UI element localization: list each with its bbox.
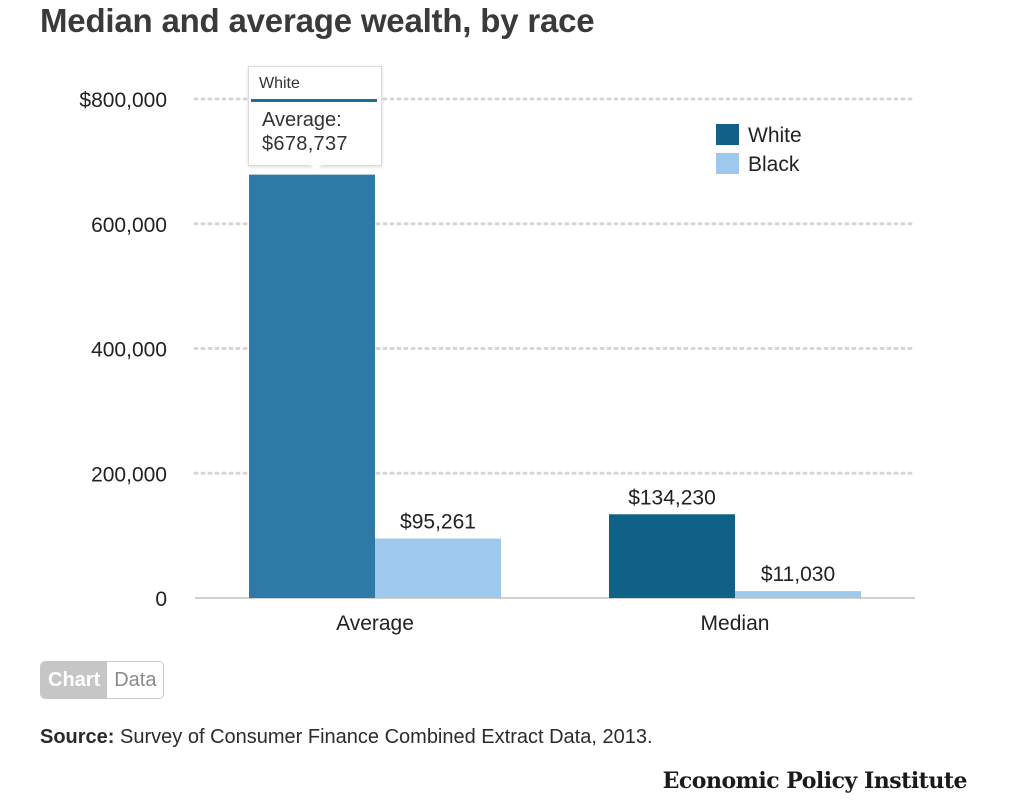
tooltip-caret [308, 162, 324, 171]
bars [249, 174, 861, 598]
publisher-logo: Economic Policy Institute [662, 768, 968, 794]
data-label: $95,261 [400, 511, 476, 534]
legend-swatch-white [716, 124, 739, 145]
chart-view-button[interactable]: Chart [41, 662, 108, 698]
y-tick-label: $800,000 [79, 89, 167, 112]
tooltip-series: White [259, 75, 300, 92]
bar-white-median[interactable] [609, 514, 735, 598]
data-label: $134,230 [628, 486, 716, 509]
tooltip-value: $678,737 [262, 133, 348, 155]
y-tick-label: 400,000 [91, 339, 167, 362]
chart-title: Median and average wealth, by race [40, 2, 595, 39]
legend-label-white: White [748, 124, 802, 147]
bar-tooltip: White Average: $678,737 [248, 66, 382, 166]
legend-swatch-black [716, 153, 739, 174]
y-tick-label: 600,000 [91, 214, 167, 237]
y-axis: 0 200,000 400,000 600,000 $800,000 [79, 89, 167, 611]
bar-black-average[interactable] [375, 538, 501, 598]
data-label: $11,030 [761, 563, 835, 586]
legend: White Black [716, 124, 802, 176]
tooltip-metric: Average: [262, 109, 342, 131]
x-axis: Average Median [336, 612, 769, 635]
bar-black-median[interactable] [735, 591, 861, 598]
bar-white-average[interactable] [249, 174, 375, 598]
data-view-button[interactable]: Data [107, 662, 164, 698]
source-note: Source: Survey of Consumer Finance Combi… [40, 726, 653, 749]
y-tick-label: 0 [155, 588, 167, 611]
x-tick-label: Median [701, 612, 770, 635]
view-toggle: Chart Data [40, 661, 165, 699]
y-tick-label: 200,000 [91, 463, 167, 486]
tooltip-series-swatch [251, 99, 377, 102]
x-tick-label: Average [336, 612, 414, 635]
value-labels: $95,261 $134,230 $11,030 [400, 486, 835, 586]
source-prefix: Source: [40, 726, 115, 748]
legend-label-black: Black [748, 153, 800, 176]
source-text: Survey of Consumer Finance Combined Extr… [114, 726, 653, 748]
